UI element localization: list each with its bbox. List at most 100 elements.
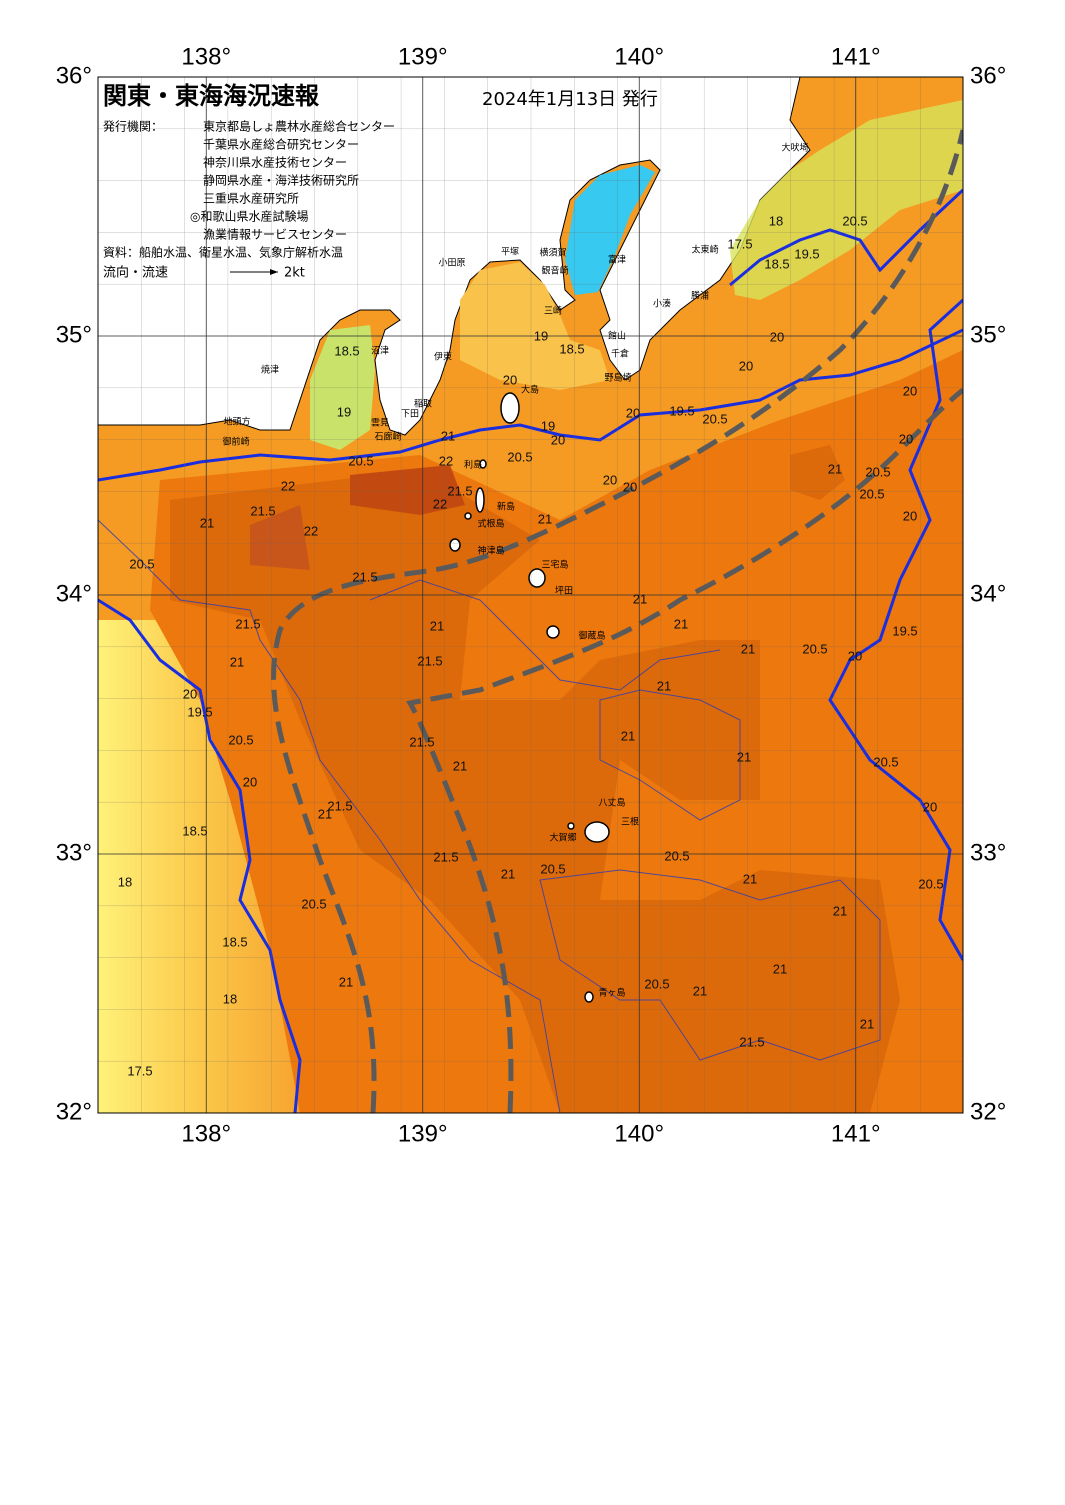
- contour-label: 21.5: [739, 1034, 764, 1049]
- contour-label: 21: [773, 961, 787, 976]
- place-name: 野島埼: [604, 372, 631, 384]
- coastal-water: [460, 262, 610, 390]
- lon-label-bottom: 141°: [831, 1120, 881, 1147]
- issuers-label: 発行機関：: [103, 119, 163, 134]
- contour-label: 21: [501, 866, 515, 881]
- contour-label: 20: [739, 358, 753, 373]
- contour-label: 20: [848, 648, 862, 663]
- lat-label-left: 33°: [56, 839, 92, 866]
- place-name: 大島: [521, 384, 539, 396]
- contour-label: 21: [860, 1016, 874, 1031]
- place-name: 雲見: [371, 418, 389, 429]
- contour-label: 22: [281, 478, 295, 493]
- contour-label: 20.5: [129, 556, 154, 571]
- warmest-water: [350, 465, 465, 515]
- frame: [97, 76, 964, 1114]
- place-name: 大賀郷: [549, 832, 576, 844]
- place-name: 富津: [608, 254, 626, 266]
- contour-label: 20: [903, 383, 917, 398]
- contour-label: 18: [769, 213, 783, 228]
- place-name: 利島: [464, 459, 482, 471]
- contour-label: 18.5: [559, 341, 584, 356]
- contour-label: 21: [674, 616, 688, 631]
- isotherms-fine: [98, 519, 881, 1113]
- contour-label: 18.5: [182, 823, 207, 838]
- place-name: 太東崎: [691, 244, 718, 256]
- land: [98, 77, 811, 436]
- contour-label: 20.5: [540, 861, 565, 876]
- lon-label-top: 141°: [831, 43, 881, 70]
- lat-label-right: 32°: [970, 1098, 1006, 1125]
- warmer-water: [170, 470, 900, 1113]
- contour-label: 21.5: [250, 503, 275, 518]
- lat-label-right: 35°: [970, 321, 1006, 348]
- place-name: 三宅島: [541, 559, 568, 571]
- contour-label: 21: [693, 983, 707, 998]
- contour-label: 20: [551, 432, 565, 447]
- place-name: 伊東: [434, 351, 452, 363]
- issuer: 千葉県水産総合研究センター: [203, 137, 359, 152]
- contour-label: 21: [737, 749, 751, 764]
- contour-label: 18.5: [764, 256, 789, 271]
- contour-label: 20: [603, 472, 617, 487]
- place-name: 八丈島: [598, 797, 625, 809]
- contour-label: 21.5: [352, 569, 377, 584]
- contour-label: 20.5: [802, 641, 827, 656]
- ticks: 138° 138° 139° 139° 140° 140° 141° 141° 36° 36° 35…: [56, 43, 1007, 1147]
- place-name: 焼津: [261, 365, 279, 376]
- legend-scale: 2kt: [284, 266, 305, 281]
- contour-label: 21.5: [235, 616, 260, 631]
- contour-label: 21: [441, 428, 455, 443]
- contour-label: 22: [433, 496, 447, 511]
- issuers: 東京都島しょ農林水産総合センター千葉県水産総合研究センター神奈川県水産技術センタ…: [190, 119, 395, 242]
- contour-label: 20: [626, 405, 640, 420]
- place-name: 観音崎: [541, 265, 568, 277]
- contour-label: 21: [741, 641, 755, 656]
- contour-label: 19.5: [187, 704, 212, 719]
- warmer-water: [790, 445, 845, 500]
- contour-label: 20.5: [859, 486, 884, 501]
- lat-label-left: 32°: [56, 1098, 92, 1125]
- lon-label-top: 140°: [614, 43, 664, 70]
- place-name: 千倉: [611, 348, 629, 360]
- contour-label: 18: [223, 991, 237, 1006]
- place-name: 大吠埼: [781, 142, 808, 154]
- data-source: 資料：船舶水温、衛星水温、気象庁解析水温: [103, 245, 343, 260]
- grid: [98, 77, 963, 1113]
- contour-label: 20: [923, 799, 937, 814]
- issuer: 漁業情報サービスセンター: [203, 228, 347, 242]
- contour-label: 21: [743, 871, 757, 886]
- place-name: 小湊: [653, 298, 671, 310]
- title: 関東・東海海況速報: [103, 82, 320, 110]
- legend-arrowhead: [270, 269, 278, 275]
- contour-label: 20.5: [842, 213, 867, 228]
- contour-label: 20.5: [644, 976, 669, 991]
- contour-label: 21: [318, 806, 332, 821]
- place-name: 勝浦: [691, 290, 709, 302]
- issuer: 神奈川県水産技術センター: [203, 155, 347, 170]
- contour-label: 20.5: [702, 411, 727, 426]
- place-name: 三崎: [544, 305, 562, 317]
- place-name: 沼津: [371, 346, 389, 357]
- contour-label: 22: [304, 523, 318, 538]
- contour-label: 19: [541, 418, 555, 433]
- issuer: ◎和歌山県水産試験場: [190, 209, 308, 224]
- contour-label: 21: [633, 591, 647, 606]
- issuer: 静岡県水産・海洋技術研究所: [203, 173, 359, 188]
- place-name: 御蔵島: [578, 630, 605, 642]
- lat-label-right: 34°: [970, 580, 1006, 607]
- place-name: 三根: [621, 816, 639, 828]
- contour-label: 21: [828, 461, 842, 476]
- contour-label: 17.5: [727, 236, 752, 251]
- place-name: 青ヶ島: [598, 987, 625, 999]
- contour-label: 19.5: [794, 246, 819, 261]
- contour-label: 21.5: [433, 849, 458, 864]
- contour-label: 21: [538, 511, 552, 526]
- issuer: 東京都島しょ農林水産総合センター: [203, 119, 395, 134]
- contour-label: 21.5: [417, 653, 442, 668]
- contour-label: 21.5: [409, 734, 434, 749]
